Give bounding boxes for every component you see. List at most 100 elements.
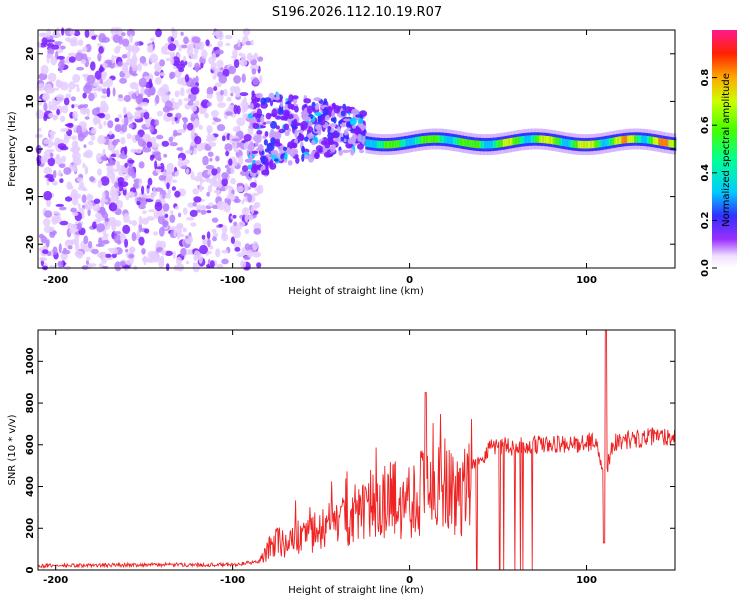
noise-blob [191,36,201,44]
noise-blob [233,198,241,204]
line-core [549,136,552,144]
line-core [539,135,542,143]
noise-blob [55,203,65,207]
noise-blob [212,232,219,238]
noise-blob [128,253,135,259]
noise-blob [52,115,57,121]
noise-blob [114,181,119,188]
noise-blob [116,240,122,245]
line-core [499,139,503,148]
signal-blob [340,136,345,142]
line-core [545,135,548,144]
signal-blob [275,115,282,120]
signal-blob [260,115,265,124]
noise-blob [175,256,182,266]
noise-blob [200,178,206,183]
noise-blob [52,246,58,255]
line-core [572,140,575,148]
noise-blob [199,244,208,255]
line-core [392,140,395,149]
x-tick-label: -100 [220,275,245,286]
noise-blob [171,179,178,183]
spectrogram-x-ticks: -200 -100 0 100 [43,30,597,286]
line-core [658,137,661,146]
signal-blob [261,150,265,155]
noise-blob [114,117,120,123]
noise-blob [69,228,75,234]
line-core [443,135,446,144]
y-tick-label: 20 [25,47,36,61]
noise-blob [162,220,168,228]
signal-blob [261,169,269,176]
noise-blob [177,160,184,168]
noise-blob [238,155,244,166]
line-core [535,135,538,143]
noise-blob [77,222,82,231]
noise-blob [103,154,107,160]
noise-blob [66,181,73,190]
noise-blob [100,176,110,186]
noise-blob [166,182,170,190]
line-core [410,137,413,146]
noise-blob [144,228,150,234]
noise-blob [98,46,104,54]
signal-blob [275,125,280,130]
noise-blob [88,140,94,146]
line-core [625,135,629,144]
noise-blob [40,155,46,164]
noise-blob [90,134,96,141]
noise-blob [207,185,213,193]
noise-blob [178,44,182,52]
line-core [591,140,595,149]
noise-blob [47,72,57,83]
signal-blob [330,144,336,153]
line-core [563,138,566,147]
line-core [655,137,658,145]
noise-blob [86,74,96,85]
noise-blob [47,157,55,167]
noise-blob [43,149,53,160]
noise-blob [128,246,136,254]
noise-blob [124,162,128,168]
noise-blob [230,55,237,59]
signal-blob [348,149,353,153]
noise-blob [90,127,97,134]
noise-blob [112,87,116,97]
noise-blob [145,120,151,128]
line-core [455,137,459,145]
noise-blob [57,260,64,268]
noise-blob [135,148,142,154]
noise-blob [217,102,227,108]
noise-blob [129,65,133,75]
line-core [627,135,630,144]
noise-blob [225,42,231,47]
noise-blob [178,212,182,218]
noise-blob [83,103,88,108]
signal-blob [298,133,305,141]
noise-blob [165,57,171,62]
line-core [531,135,534,143]
noise-blob [187,61,193,68]
noise-blob [183,122,187,131]
line-core [470,139,473,148]
noise-blob [83,144,87,149]
noise-blob [233,228,241,239]
noise-blob [189,82,196,88]
noise-blob [241,165,249,172]
noise-blob [129,82,139,90]
signal-blob [343,129,349,136]
signal-blob [263,139,268,146]
y-tick-label: 0 [25,145,36,152]
signal-blob [271,149,279,156]
noise-blob [98,123,103,130]
signal-blob [266,142,275,152]
noise-blob [215,155,220,162]
noise-blob [112,34,121,43]
line-core [379,140,382,149]
signal-blob [330,132,339,138]
colorbar-tick-label: 0.2 [700,212,711,230]
noise-blob [72,146,80,155]
noise-blob [76,86,80,93]
noise-blob [139,109,149,113]
line-core [414,137,418,145]
